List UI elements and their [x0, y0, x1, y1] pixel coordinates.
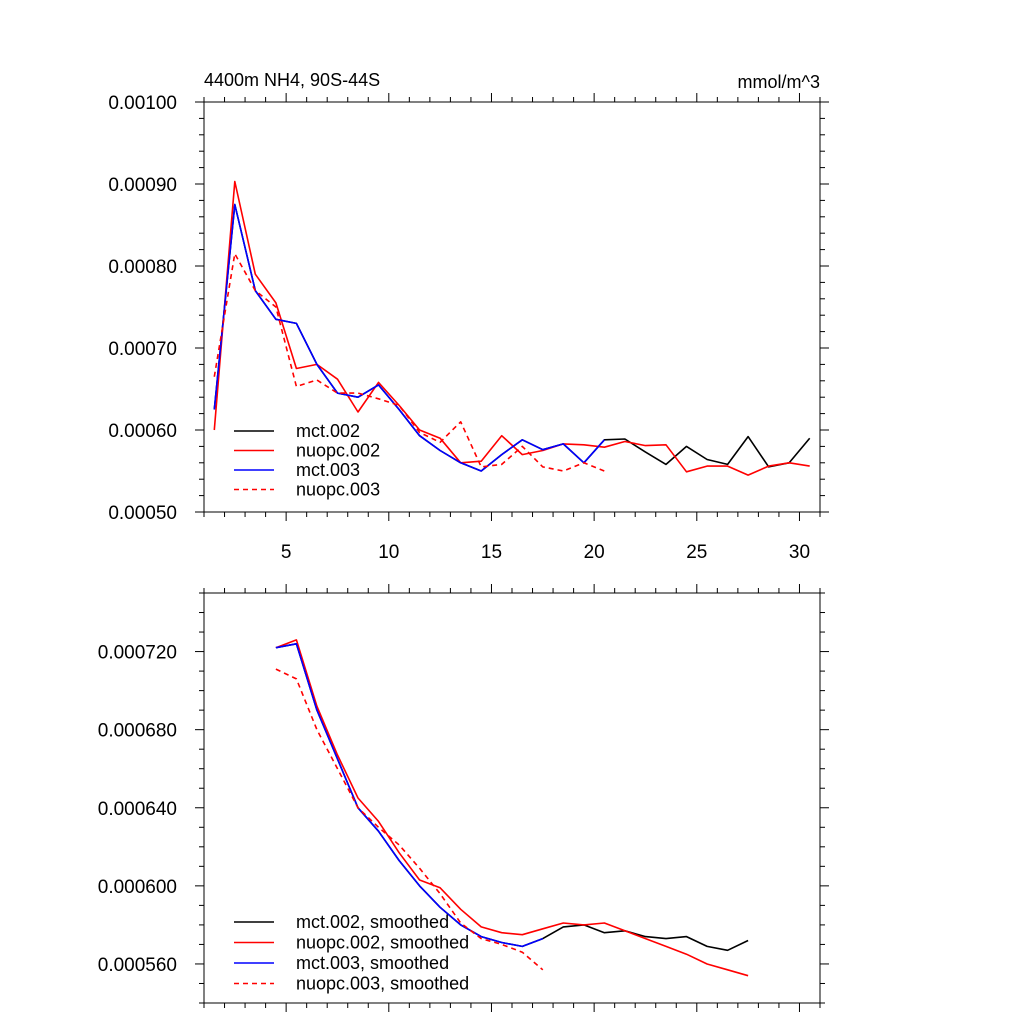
x-tick-label: 20 — [584, 542, 605, 563]
y-tick-label: 0.00070 — [108, 339, 177, 360]
y-tick-label: 0.00100 — [108, 93, 177, 114]
legend-label: nuopc.003, smoothed — [296, 974, 469, 994]
y-tick-label: 0.000600 — [98, 877, 177, 898]
chart-top: 4400m NH4, 90S-44S mmol/m^3 5 10 15 20 25 30 0… — [108, 70, 829, 563]
series-line-nuopc-003 — [213, 252, 605, 472]
series-line-mct-003 — [213, 203, 605, 472]
y-tick-label: 0.000720 — [98, 643, 177, 664]
legend-label: nuopc.003 — [296, 480, 380, 500]
x-tick-label: 30 — [789, 542, 810, 563]
x-tick-label: 15 — [481, 542, 502, 563]
y-tick-label: 0.000680 — [98, 721, 177, 742]
chart-title: 4400m NH4, 90S-44S — [204, 70, 380, 90]
series-line-nuopc-002 — [213, 180, 810, 476]
units-label: mmol/m^3 — [738, 72, 820, 92]
x-tick-label: 25 — [686, 542, 707, 563]
legend-label: mct.003, smoothed — [296, 953, 449, 973]
legend-label: nuopc.002 — [296, 441, 380, 461]
series-line-mct-002-smoothed — [275, 642, 749, 952]
legend-label: mct.002 — [296, 421, 360, 441]
y-tick-label: 0.000560 — [98, 955, 177, 976]
y-tick-label: 0.000640 — [98, 799, 177, 820]
series-line-nuopc-003-smoothed — [275, 668, 544, 971]
x-tick-label: 10 — [378, 542, 399, 563]
legend-label: nuopc.002, smoothed — [296, 933, 469, 953]
series-line-mct-003-smoothed — [275, 642, 544, 948]
y-tick-label: 0.00080 — [108, 257, 177, 278]
y-tick-label: 0.00060 — [108, 421, 177, 442]
chart-bottom: 0.000560 0.000600 0.000640 0.000680 0.000720… — [98, 584, 829, 1012]
y-tick-label: 0.00090 — [108, 175, 177, 196]
legend-label: mct.002, smoothed — [296, 912, 449, 932]
y-tick-label: 0.00050 — [108, 503, 177, 524]
x-tick-label: 5 — [281, 542, 292, 563]
series-line-nuopc-002-smoothed — [275, 639, 749, 977]
legend-label: mct.003 — [296, 460, 360, 480]
